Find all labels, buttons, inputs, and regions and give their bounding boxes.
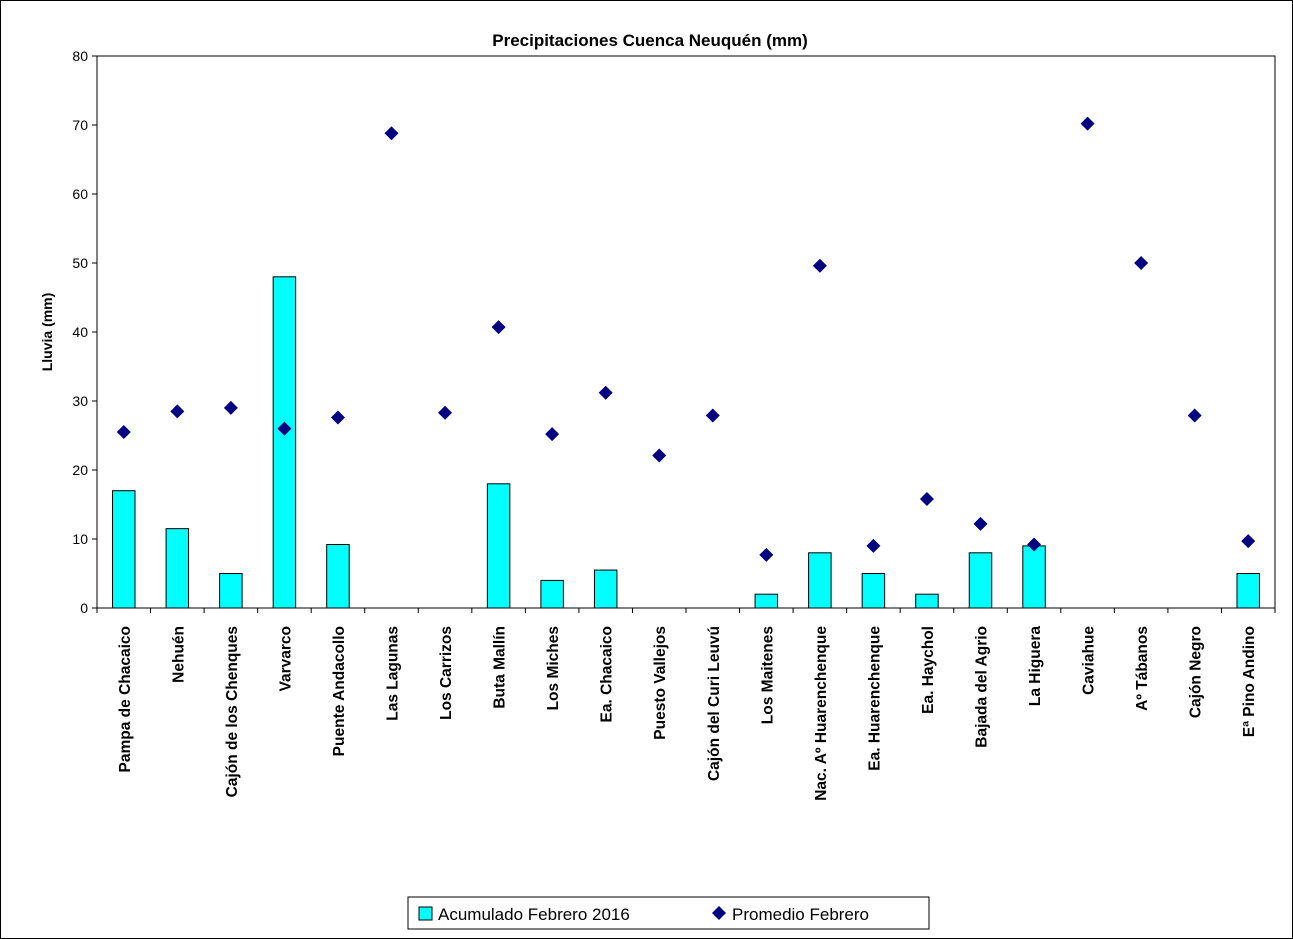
y-tick-label: 10 — [72, 531, 88, 547]
x-category-label: Ea. Haychol — [920, 626, 937, 714]
x-category-label: Cajón de los Chenques — [224, 626, 241, 797]
bar — [808, 552, 832, 609]
promedio-point — [1080, 116, 1095, 131]
promedio-point — [170, 404, 185, 419]
promedio-point — [1187, 408, 1202, 423]
x-category-label: Los Carrizos — [438, 626, 455, 720]
promedio-point — [919, 491, 934, 506]
bar — [326, 544, 350, 609]
y-tick-label: 30 — [72, 393, 88, 409]
y-tick-label: 70 — [72, 117, 88, 133]
legend-swatch-bar — [418, 906, 433, 921]
x-category-label: Eª Pino Andino — [1241, 626, 1258, 737]
chart-title: Precipitaciones Cuenca Neuquén (mm) — [492, 31, 808, 50]
promedio-point — [223, 400, 238, 415]
x-category-label: Los Miches — [545, 626, 562, 710]
bar — [968, 552, 993, 609]
legend-box — [407, 896, 930, 930]
bar — [486, 483, 511, 609]
x-category-label: Las Lagunas — [385, 626, 402, 721]
bar — [861, 573, 886, 609]
promedio-point — [384, 126, 399, 141]
bar — [593, 569, 618, 609]
promedio-point — [866, 538, 881, 553]
x-category-label: Pampa de Chacaico — [117, 626, 134, 772]
legend-label-scatter: Promedio Febrero — [732, 905, 869, 924]
y-tick-label: 60 — [72, 186, 88, 202]
promedio-point — [598, 385, 613, 400]
x-category-label: Ea. Chacaico — [599, 626, 616, 723]
promedio-point — [491, 320, 506, 335]
promedio-point — [116, 425, 131, 440]
promedio-point — [277, 421, 292, 436]
bar — [540, 579, 564, 609]
y-tick-label: 0 — [80, 600, 88, 616]
promedio-point — [812, 258, 827, 273]
promedio-point — [1134, 256, 1149, 270]
x-category-label: Ea. Huarenchenque — [866, 626, 883, 771]
promedio-point — [1241, 534, 1256, 549]
x-category-label: Caviahue — [1081, 626, 1098, 695]
promedio-point — [545, 427, 560, 442]
bar — [754, 593, 779, 609]
promedio-point — [759, 547, 774, 562]
legend-label-bar: Acumulado Febrero 2016 — [438, 905, 630, 924]
bar — [112, 490, 136, 609]
legend: Acumulado Febrero 2016 Promedio Febrero — [407, 896, 930, 930]
bar — [272, 276, 297, 609]
y-axis-label: Lluvia (mm) — [39, 293, 55, 372]
x-category-label: Los Maitenes — [759, 626, 776, 724]
promedio-point — [1027, 537, 1042, 552]
promedio-point — [330, 410, 345, 425]
bar — [1236, 573, 1260, 609]
x-category-label: Bajada del Agrio — [974, 626, 991, 748]
x-category-label: La Higuera — [1027, 626, 1044, 706]
y-tick-label: 40 — [72, 324, 88, 340]
bar — [915, 593, 939, 609]
x-category-label: Varvarco — [277, 626, 294, 692]
legend-swatch-diamond — [712, 906, 726, 920]
y-tick-label: 80 — [72, 48, 88, 64]
x-category-label: Nac. Aº Huarenchenque — [813, 626, 830, 801]
x-category-label: Puesto Vallejos — [652, 626, 669, 740]
x-category-label: Cajón Negro — [1188, 626, 1205, 718]
y-tick-label: 20 — [72, 462, 88, 478]
x-category-label: Buta Mallín — [492, 626, 509, 709]
promedio-point — [652, 448, 667, 463]
y-tick-label: 50 — [72, 255, 88, 271]
bar — [1022, 545, 1046, 609]
x-category-label: Puente Andacollo — [331, 626, 348, 756]
bar — [219, 573, 243, 609]
x-category-label: Aº Tábanos — [1134, 626, 1151, 711]
bar — [165, 528, 190, 609]
promedio-point — [973, 516, 988, 531]
promedio-point — [438, 405, 453, 420]
x-category-label: Nehuén — [170, 626, 187, 683]
x-category-label: Cajón del Curi Leuvú — [706, 626, 723, 781]
plot-area: 0 10 20 30 40 50 60 70 80 Pampa de Chacaico Nehuén… — [72, 48, 1276, 801]
promedio-point — [705, 408, 720, 423]
